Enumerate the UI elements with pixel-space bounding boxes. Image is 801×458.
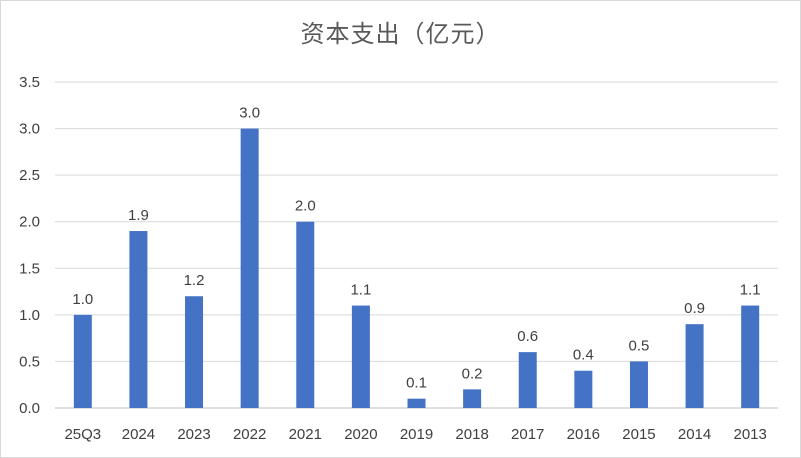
bar-2021 xyxy=(296,221,315,408)
y-tick-label: 1.5 xyxy=(19,260,40,277)
x-tick-label: 2020 xyxy=(344,426,377,443)
bar-2023 xyxy=(185,296,204,408)
y-tick-label: 2.5 xyxy=(19,167,40,184)
y-tick-label: 1.0 xyxy=(19,307,40,324)
x-tick-label: 2021 xyxy=(289,426,322,443)
x-tick-label: 2019 xyxy=(400,426,433,443)
data-label: 2.0 xyxy=(295,198,316,215)
bars xyxy=(73,128,760,409)
data-label: 0.2 xyxy=(462,365,483,382)
bar-2019 xyxy=(407,398,426,408)
data-label: 0.9 xyxy=(684,300,705,317)
x-tick-label: 2015 xyxy=(622,426,655,443)
data-label: 1.1 xyxy=(740,282,761,299)
x-tick-label: 2016 xyxy=(567,426,600,443)
x-tick-label: 2024 xyxy=(122,426,155,443)
data-label: 1.9 xyxy=(128,207,149,224)
data-label: 0.1 xyxy=(406,375,427,392)
data-label: 1.0 xyxy=(72,291,93,308)
x-tick-label: 2014 xyxy=(678,426,711,443)
data-labels: 1.0 1.9 1.2 3.0 2.0 1.1 0.1 0.2 0.6 0.4 0.5 0.9 1.1 xyxy=(72,105,760,392)
y-axis-tick-labels: 0.0 0.5 1.0 1.5 2.0 2.5 3.0 3.5 xyxy=(19,74,40,417)
x-tick-label: 2022 xyxy=(233,426,266,443)
x-tick-label: 2013 xyxy=(734,426,767,443)
bar-25Q3 xyxy=(73,314,92,408)
data-label: 1.1 xyxy=(350,282,371,299)
x-axis-tick-labels: 25Q3 2024 2023 2022 2021 2020 2019 2018 2017 2016… xyxy=(64,426,766,443)
y-tick-label: 0.0 xyxy=(19,400,40,417)
gridlines xyxy=(55,81,778,409)
data-label: 0.6 xyxy=(517,328,538,345)
bar-2024 xyxy=(129,231,148,408)
bar-2018 xyxy=(463,389,482,408)
y-tick-label: 0.5 xyxy=(19,353,40,370)
bar-2013 xyxy=(741,305,760,408)
data-label: 0.4 xyxy=(573,347,594,364)
y-tick-label: 3.0 xyxy=(19,121,40,138)
data-label: 1.2 xyxy=(184,272,205,289)
x-tick-label: 2023 xyxy=(177,426,210,443)
bar-2017 xyxy=(518,352,537,408)
y-tick-label: 2.0 xyxy=(19,214,40,231)
y-tick-label: 3.5 xyxy=(19,74,40,91)
bar-2022 xyxy=(240,128,259,409)
bar-2015 xyxy=(629,361,648,408)
bar-2016 xyxy=(574,370,593,408)
x-tick-label: 25Q3 xyxy=(64,426,101,443)
data-label: 3.0 xyxy=(239,105,260,122)
x-tick-label: 2017 xyxy=(511,426,544,443)
chart-title: 资本支出（亿元） xyxy=(300,20,501,48)
x-tick-label: 2018 xyxy=(455,426,488,443)
bar-2014 xyxy=(685,324,704,408)
data-label: 0.5 xyxy=(629,337,650,354)
bar-2020 xyxy=(351,305,370,408)
